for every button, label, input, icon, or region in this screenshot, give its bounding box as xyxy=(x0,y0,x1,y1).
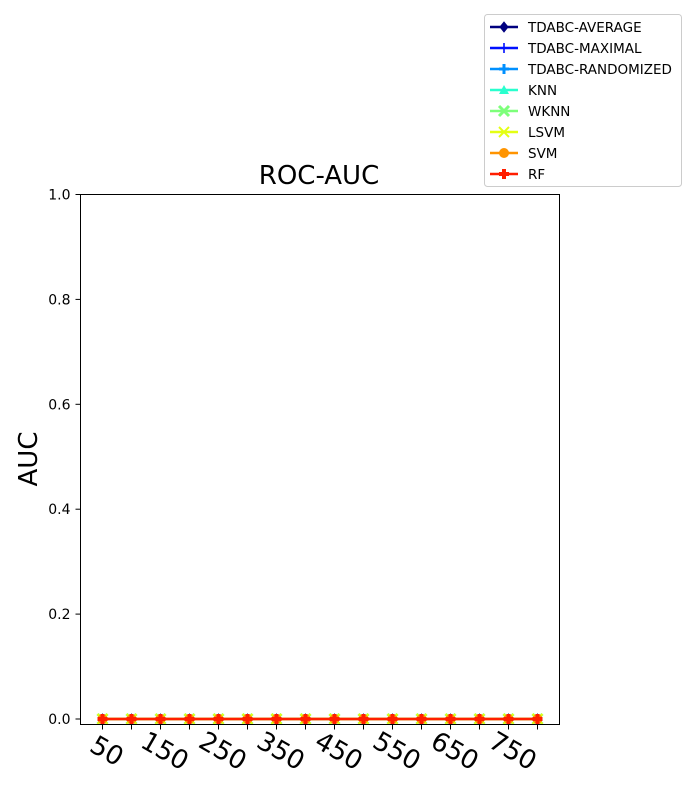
legend-entry: TDABC-MAXIMAL xyxy=(490,41,642,57)
legend-frame xyxy=(484,14,682,187)
data-point xyxy=(474,714,485,724)
x-tick-label: 150 xyxy=(136,726,194,777)
legend-label: TDABC-AVERAGE xyxy=(527,20,642,36)
data-point xyxy=(358,714,369,724)
legend-label: WKNN xyxy=(528,104,570,120)
data-point xyxy=(155,714,166,724)
data-point xyxy=(445,714,456,724)
data-point xyxy=(213,714,224,724)
legend-marker xyxy=(499,21,509,33)
x-tick-label: 50 xyxy=(85,730,129,773)
legend-entry: RF xyxy=(490,167,545,183)
legend-label: RF xyxy=(528,167,545,183)
chart-title: ROC-AUC xyxy=(259,161,379,191)
data-point xyxy=(300,714,311,724)
legend-entry: LSVM xyxy=(490,125,565,141)
x-tick-label: 450 xyxy=(310,726,368,777)
data-point xyxy=(184,714,195,724)
data-point xyxy=(329,714,340,724)
legend-entry: TDABC-RANDOMIZED xyxy=(490,62,672,78)
data-point xyxy=(503,714,514,724)
legend-marker xyxy=(499,85,509,94)
legend-marker xyxy=(499,169,509,179)
plot-frame xyxy=(80,194,560,725)
x-tick-label: 650 xyxy=(426,726,484,777)
legend-label: TDABC-RANDOMIZED xyxy=(527,62,672,78)
data-point xyxy=(416,714,427,724)
legend-entry: TDABC-AVERAGE xyxy=(490,20,642,36)
legend-marker xyxy=(497,104,511,118)
y-axis: 0.0 0.2 0.4 0.6 0.8 1.0 xyxy=(48,188,81,728)
legend-label: SVM xyxy=(528,146,557,162)
y-tick-label: 0.2 xyxy=(48,607,70,623)
x-tick-label: 750 xyxy=(484,726,542,777)
data-point xyxy=(126,714,137,724)
legend-label: KNN xyxy=(528,83,557,99)
data-point xyxy=(271,714,282,724)
legend: TDABC-AVERAGE TDABC-MAXIMAL TDABC-RANDOMIZ… xyxy=(484,14,682,187)
data-point xyxy=(532,714,543,724)
legend-marker xyxy=(499,148,509,158)
y-tick-label: 0.6 xyxy=(48,397,70,413)
legend-entry: WKNN xyxy=(490,104,570,120)
y-tick-label: 0.0 xyxy=(48,712,70,728)
legend-entry: SVM xyxy=(490,146,557,162)
legend-entry: KNN xyxy=(490,83,557,99)
legend-marker xyxy=(499,64,509,74)
data-point xyxy=(387,714,398,724)
series-layer xyxy=(96,712,544,726)
legend-marker xyxy=(498,126,510,138)
x-axis: 50 150 250 350 450 550 650 750 xyxy=(85,724,542,777)
y-tick-label: 0.4 xyxy=(48,502,70,518)
legend-marker xyxy=(499,43,509,53)
legend-label: TDABC-MAXIMAL xyxy=(527,41,642,57)
data-point xyxy=(242,714,253,724)
series-rf xyxy=(97,714,543,724)
x-tick-label: 250 xyxy=(194,726,252,777)
y-tick-label: 1.0 xyxy=(48,188,70,204)
y-axis-label: AUC xyxy=(14,432,44,487)
legend-label: LSVM xyxy=(528,125,565,141)
y-tick-label: 0.8 xyxy=(48,292,70,308)
x-tick-label: 350 xyxy=(252,726,310,777)
x-tick-label: 550 xyxy=(368,726,426,777)
data-point xyxy=(97,714,108,724)
